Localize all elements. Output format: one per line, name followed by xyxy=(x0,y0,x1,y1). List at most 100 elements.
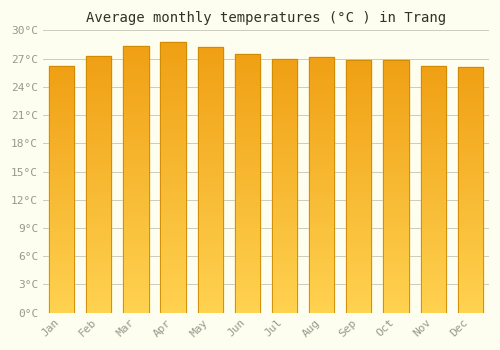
Bar xyxy=(86,300,112,304)
Bar xyxy=(86,253,112,257)
Bar xyxy=(123,171,148,175)
Bar xyxy=(346,224,372,228)
Bar xyxy=(234,58,260,63)
Bar xyxy=(123,175,148,180)
Bar xyxy=(272,131,297,135)
Bar xyxy=(198,162,223,167)
Bar xyxy=(234,106,260,110)
Bar xyxy=(86,248,112,253)
Bar xyxy=(86,107,112,112)
Bar xyxy=(458,165,483,169)
Bar xyxy=(86,146,112,150)
Bar xyxy=(346,258,372,262)
Bar xyxy=(49,148,74,153)
Bar xyxy=(234,278,260,282)
Bar xyxy=(309,159,334,163)
Bar xyxy=(123,47,148,313)
Bar xyxy=(86,82,112,86)
Bar xyxy=(420,128,446,132)
Bar xyxy=(346,174,372,178)
Bar xyxy=(420,284,446,288)
Bar xyxy=(309,57,334,313)
Bar xyxy=(198,308,223,313)
Bar xyxy=(309,87,334,91)
Bar xyxy=(49,255,74,259)
Bar xyxy=(198,61,223,65)
Bar xyxy=(420,251,446,255)
Bar xyxy=(309,270,334,274)
Bar xyxy=(384,211,408,216)
Bar xyxy=(49,226,74,231)
Bar xyxy=(420,140,446,144)
Bar xyxy=(384,123,408,127)
Bar xyxy=(458,84,483,88)
Bar xyxy=(309,236,334,240)
Bar xyxy=(198,215,223,220)
Bar xyxy=(198,229,223,233)
Bar xyxy=(346,72,372,76)
Bar xyxy=(160,191,186,195)
Bar xyxy=(272,143,297,148)
Bar xyxy=(198,233,223,238)
Bar xyxy=(309,206,334,210)
Bar xyxy=(384,76,408,81)
Bar xyxy=(123,219,148,224)
Bar xyxy=(309,261,334,266)
Bar xyxy=(272,232,297,237)
Bar xyxy=(86,206,112,210)
Bar xyxy=(234,149,260,153)
Bar xyxy=(123,308,148,313)
Bar xyxy=(49,280,74,284)
Bar xyxy=(384,64,408,68)
Bar xyxy=(198,127,223,131)
Bar xyxy=(49,218,74,222)
Bar xyxy=(309,283,334,287)
Bar xyxy=(234,123,260,127)
Bar xyxy=(234,136,260,140)
Bar xyxy=(123,148,148,153)
Bar xyxy=(346,76,372,81)
Bar xyxy=(346,93,372,98)
Bar xyxy=(49,296,74,300)
Bar xyxy=(123,299,148,304)
Bar xyxy=(458,149,483,153)
Bar xyxy=(123,135,148,140)
Bar xyxy=(272,241,297,245)
Bar xyxy=(86,154,112,159)
Bar xyxy=(346,271,372,275)
Bar xyxy=(458,133,483,137)
Bar xyxy=(198,56,223,61)
Bar xyxy=(160,114,186,119)
Bar xyxy=(86,201,112,206)
Bar xyxy=(458,215,483,218)
Bar xyxy=(123,237,148,241)
Bar xyxy=(384,60,408,313)
Bar xyxy=(384,271,408,275)
Bar xyxy=(309,189,334,193)
Bar xyxy=(384,156,408,161)
Bar xyxy=(458,116,483,120)
Bar xyxy=(160,227,186,231)
Bar xyxy=(346,245,372,250)
Bar xyxy=(49,169,74,173)
Bar xyxy=(309,172,334,176)
Bar xyxy=(458,251,483,256)
Bar xyxy=(309,308,334,313)
Bar xyxy=(346,186,372,190)
Bar xyxy=(123,144,148,148)
Bar xyxy=(234,188,260,192)
Bar xyxy=(420,181,446,185)
Bar xyxy=(123,140,148,144)
Bar xyxy=(309,202,334,206)
Bar xyxy=(272,283,297,287)
Bar xyxy=(86,193,112,197)
Bar xyxy=(309,108,334,112)
Bar xyxy=(86,176,112,180)
Bar xyxy=(123,100,148,104)
Bar xyxy=(234,239,260,244)
Bar xyxy=(86,223,112,227)
Bar xyxy=(420,226,446,231)
Bar xyxy=(234,54,260,313)
Bar xyxy=(346,140,372,144)
Bar xyxy=(458,124,483,128)
